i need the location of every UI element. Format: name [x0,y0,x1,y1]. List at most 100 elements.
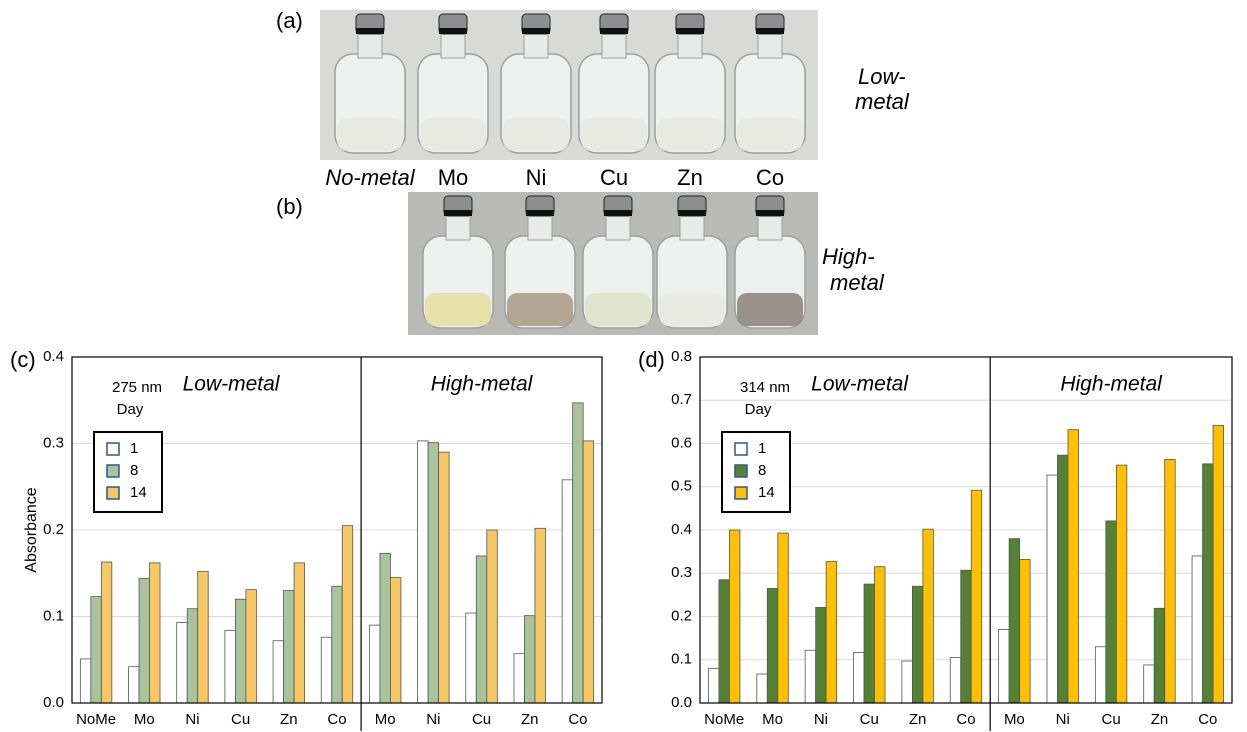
bar [1106,521,1117,703]
x-tick-label: Cu [231,711,250,728]
side-label: metal [855,89,910,114]
legend-label: 14 [758,484,775,501]
bar [1009,539,1020,703]
bottle-ring [522,28,550,34]
panel-label: (c) [10,347,36,372]
bottle-ring [756,28,784,34]
legend-title: Day [117,401,144,418]
bottle-liquid [737,293,803,326]
bar [514,654,525,703]
bar [139,578,150,703]
x-tick-label: Co [1198,711,1217,728]
bottle-liquid [737,118,803,151]
bar [1213,425,1224,703]
y-tick-label: 0.0 [43,694,64,711]
x-tick-label: Zn [280,711,298,728]
bar [198,572,209,703]
bar [476,556,487,703]
y-tick-label: 0.6 [671,434,692,451]
annotation: 275 nm [112,379,162,396]
bottle-neck [524,32,548,58]
x-tick-label: Mo [134,711,155,728]
bottle-label: Co [756,165,784,190]
bar [708,668,719,703]
x-tick-label: Mo [375,711,396,728]
x-tick-label: Ni [1056,711,1070,728]
bottle-liquid [581,118,647,151]
side-label: High- [822,244,875,269]
bar [380,553,391,703]
x-tick-label: Co [327,711,346,728]
panel-label: (d) [638,347,665,372]
legend-swatch [735,487,747,499]
y-tick-label: 0.3 [671,564,692,581]
y-tick-label: 0.3 [43,434,64,451]
figure: (a) (b) Low- metal High- metal No-metalM… [0,0,1247,732]
x-tick-label: Mo [762,711,783,728]
x-tick-label: Zn [909,711,927,728]
side-label: Low- [858,64,906,89]
panel-label: (a) [276,8,303,33]
bottle-neck [758,32,782,58]
bar [418,441,429,703]
bottle-label: No-metal [325,165,415,190]
bar [1047,475,1058,703]
bottle-ring [604,210,632,216]
bar [573,403,584,703]
bar [562,480,573,703]
bar [961,570,972,703]
bar [187,609,198,703]
bottle-neck [758,214,782,240]
bar [805,650,816,703]
x-tick-label: Ni [814,711,828,728]
bottle-neck [528,214,552,240]
bottle-ring [439,28,467,34]
y-tick-label: 0.1 [43,607,64,624]
bar [150,563,161,703]
x-tick-label: Ni [185,711,199,728]
y-tick-label: 0.4 [671,521,692,538]
bar [524,616,535,703]
bottle-label: Zn [677,165,703,190]
x-tick-label: Co [956,711,975,728]
group-label: Low-metal [811,373,909,396]
legend-swatch [735,465,747,477]
bar [971,490,982,703]
bar [767,588,778,703]
bottle-liquid [420,118,486,151]
bottle-liquid [507,293,573,326]
y-axis-label: Absorbance [23,487,40,572]
bar [923,529,934,703]
bar [1116,465,1127,703]
bar [875,567,886,703]
bottle-neck [446,214,470,240]
y-tick-label: 0.2 [43,521,64,538]
bar [246,590,256,703]
bar [864,584,875,703]
bottle-neck [606,214,630,240]
bar [757,674,768,703]
legend-title: Day [745,401,772,418]
bar [273,641,284,703]
bar [826,562,837,703]
y-tick-label: 0.1 [671,651,692,668]
bar [778,533,789,703]
group-label: High-metal [431,373,534,396]
bar [854,652,865,703]
bottle-neck [358,32,382,58]
bottle-neck [680,214,704,240]
bar [1068,430,1079,703]
bottle-liquid [503,118,569,151]
legend-swatch [107,465,119,477]
x-tick-label: Zn [521,711,539,728]
bottle-neck [441,32,465,58]
y-tick-label: 0.2 [671,607,692,624]
bar [284,591,295,703]
bar [129,667,140,703]
x-tick-label: Cu [860,711,879,728]
bar [729,530,740,703]
bar [912,586,923,703]
bar [91,597,102,703]
bottle-liquid [425,293,491,326]
x-tick-label: Ni [426,711,440,728]
